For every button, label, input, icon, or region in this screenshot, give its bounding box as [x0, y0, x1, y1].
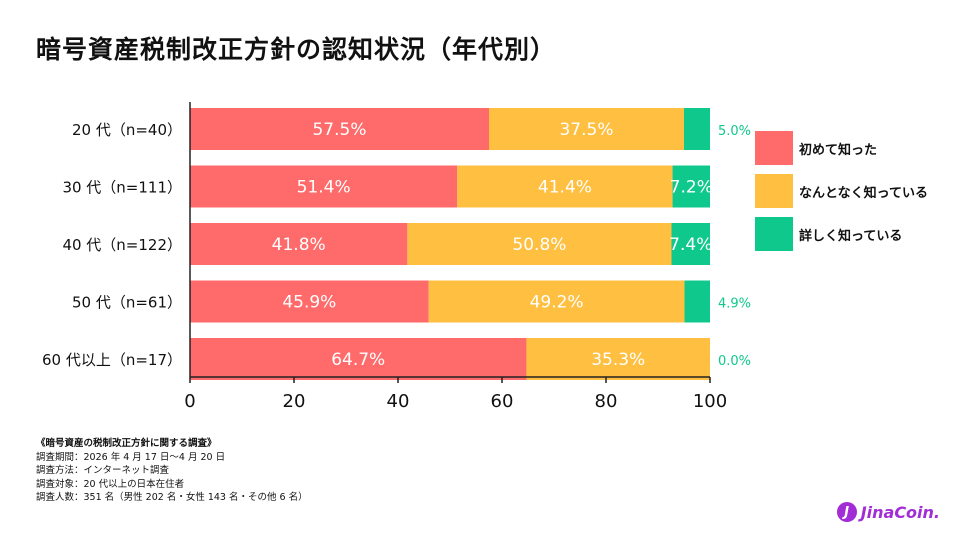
- notes-line: 調査方法：インターネット調査: [36, 465, 170, 476]
- notes-line: 調査期間：2026 年 4 月 17 日〜4 月 20 日: [36, 451, 226, 463]
- bar-segment: [684, 108, 710, 150]
- x-tick-label: 40: [387, 391, 410, 412]
- notes-line: 調査対象：20 代以上の日本在住者: [36, 478, 185, 490]
- legend: 初めて知った なんとなく知っている 詳しく知っている: [755, 127, 928, 256]
- bar-segment: [672, 165, 710, 208]
- legend-item-first-time: 初めて知った: [755, 127, 928, 169]
- data-label: 41.4%: [538, 178, 592, 198]
- bar-segment: [190, 165, 458, 208]
- category-label: 50 代（n=61）: [72, 294, 182, 312]
- bar-segment: [457, 165, 673, 208]
- bar-segment: [190, 108, 489, 150]
- data-label: 5.0%: [718, 124, 751, 139]
- legend-label: 初めて知った: [799, 142, 878, 158]
- notes-title: 《暗号資産の税制改正方針に関する調査》: [36, 438, 217, 449]
- data-label: 64.7%: [331, 350, 385, 370]
- data-label: 49.2%: [530, 293, 584, 313]
- data-label: 7.4%: [669, 235, 712, 255]
- data-label: 57.5%: [312, 120, 366, 140]
- legend-swatch: [755, 217, 793, 251]
- legend-item-know-well: 詳しく知っている: [755, 213, 928, 255]
- x-tick-label: 100: [693, 391, 727, 412]
- bar-segment: [407, 223, 672, 265]
- data-label: 7.2%: [670, 178, 713, 198]
- category-label: 20 代（n=40）: [72, 121, 182, 139]
- legend-label: 詳しく知っている: [799, 228, 903, 244]
- logo-icon: J: [836, 502, 857, 522]
- bar-segment: [489, 108, 684, 150]
- x-tick-label: 20: [283, 391, 306, 412]
- x-tick-label: 0: [184, 391, 195, 412]
- legend-label: なんとなく知っている: [799, 185, 928, 201]
- bar-segment: [428, 280, 685, 323]
- survey-notes: 《暗号資産の税制改正方針に関する調査》 調査期間：2026 年 4 月 17 日…: [36, 437, 308, 505]
- x-tick-label: 60: [491, 391, 514, 412]
- brand-logo: J JinaCoin.: [836, 502, 940, 522]
- data-label: 41.8%: [272, 235, 326, 255]
- bar-segment: [684, 280, 710, 323]
- category-label: 60 代以上（n=17）: [42, 351, 182, 369]
- bar-segment: [190, 223, 408, 265]
- bar-segment: [526, 338, 710, 380]
- bar-segment: [671, 223, 710, 265]
- legend-item-somewhat-know: なんとなく知っている: [755, 170, 928, 212]
- legend-swatch: [755, 174, 793, 208]
- category-label: 40 代（n=122）: [62, 236, 182, 254]
- data-label: 45.9%: [282, 293, 336, 313]
- category-label: 30 代（n=111）: [62, 179, 182, 197]
- x-tick-label: 80: [595, 391, 618, 412]
- bar-segment: [190, 338, 527, 380]
- data-label: 51.4%: [297, 178, 351, 198]
- logo-text: JinaCoin.: [860, 502, 940, 522]
- chart-title: 暗号資産税制改正方針の認知状況（年代別）: [36, 35, 557, 64]
- data-label: 4.9%: [718, 297, 751, 312]
- data-label: 37.5%: [559, 120, 613, 140]
- data-label: 50.8%: [512, 235, 566, 255]
- legend-swatch: [755, 131, 793, 165]
- notes-line: 調査人数：351 名（男性 202 名・女性 143 名・その他 6 名）: [36, 492, 308, 503]
- data-label: 0.0%: [718, 354, 751, 369]
- data-label: 35.3%: [591, 350, 645, 370]
- bar-segment: [190, 280, 429, 323]
